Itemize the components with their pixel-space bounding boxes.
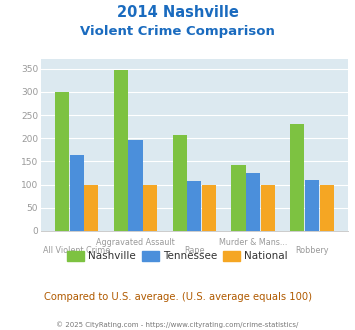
Text: Aggravated Assault: Aggravated Assault: [96, 238, 175, 247]
Bar: [290, 124, 305, 231]
Text: Compared to U.S. average. (U.S. average equals 100): Compared to U.S. average. (U.S. average …: [44, 292, 311, 302]
Text: Rape: Rape: [184, 247, 204, 255]
Legend: Nashville, Tennessee, National: Nashville, Tennessee, National: [63, 247, 292, 265]
Bar: [70, 155, 84, 231]
Text: Robbery: Robbery: [295, 247, 329, 255]
Bar: [173, 135, 187, 231]
Bar: [231, 165, 246, 231]
Bar: [202, 184, 216, 231]
Bar: [261, 184, 275, 231]
Bar: [129, 140, 143, 231]
Bar: [305, 181, 319, 231]
Text: Murder & Mans...: Murder & Mans...: [219, 238, 288, 247]
Text: © 2025 CityRating.com - https://www.cityrating.com/crime-statistics/: © 2025 CityRating.com - https://www.city…: [56, 322, 299, 328]
Text: Violent Crime Comparison: Violent Crime Comparison: [80, 25, 275, 38]
Text: All Violent Crime: All Violent Crime: [43, 247, 110, 255]
Bar: [143, 184, 157, 231]
Bar: [84, 184, 98, 231]
Bar: [187, 182, 201, 231]
Bar: [114, 70, 128, 231]
Bar: [246, 173, 260, 231]
Bar: [55, 92, 69, 231]
Bar: [320, 184, 334, 231]
Text: 2014 Nashville: 2014 Nashville: [116, 5, 239, 20]
